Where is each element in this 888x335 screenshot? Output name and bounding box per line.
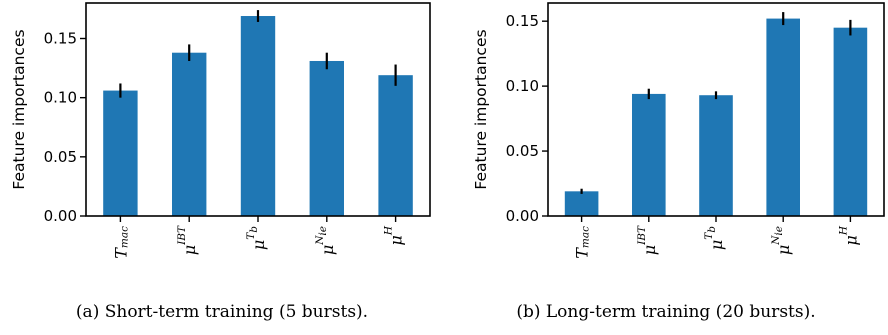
x-tick-label-1: μIBT [176, 225, 199, 255]
y-axis-label: Feature importances [472, 29, 490, 189]
svg-text:μH: μH [837, 225, 860, 245]
y-tick-label-0: 0.00 [506, 207, 539, 225]
bar-0 [564, 191, 599, 216]
x-tick-label-0: Tmac [111, 226, 130, 259]
svg-text:Tmac: Tmac [111, 226, 130, 259]
bar-4 [833, 27, 868, 216]
y-axis-label: Feature importances [10, 29, 28, 189]
chart-panel-b: 0.00 0.05 0.10 0.15 Tmac μIBT μTb μNie μH Feature… [444, 0, 888, 335]
y-tick-label-0: 0.00 [44, 207, 77, 225]
x-tick-label-0: Tmac [572, 226, 592, 259]
bar-1 [632, 93, 666, 216]
plot-frame [547, 2, 885, 217]
bar-3 [309, 60, 344, 216]
bar-0 [103, 90, 138, 216]
x-tick-label-1: μIBT [636, 225, 659, 255]
svg-text:μTb: μTb [703, 226, 726, 250]
caption-a: (a) Short-term training (5 bursts). [75, 302, 369, 322]
x-tick-label-2: μTb [703, 226, 726, 250]
x-tick-label-4: μH [837, 225, 860, 245]
x-tick-label-2: μTb [245, 226, 268, 250]
x-tick-label-3: μNie [314, 226, 337, 255]
y-tick-label-3: 0.15 [506, 12, 539, 30]
svg-text:μIBT: μIBT [176, 225, 199, 255]
svg-text:μNie: μNie [770, 226, 793, 255]
plot-frame [85, 2, 431, 217]
x-tick-label-4: μH [383, 225, 406, 245]
chart-panel-a: 0.00 0.05 0.10 0.15 Tmac μIBT μTb μNie μH Feature… [10, 2, 431, 322]
bar-chart-b: 0.00 0.05 0.10 0.15 Tmac μIBT μTb μNie μH Feature… [472, 2, 885, 259]
bar-1 [172, 52, 207, 217]
x-tick-label-3: μNie [770, 226, 793, 255]
bar-2 [240, 16, 276, 217]
svg-text:μNie: μNie [314, 226, 337, 255]
y-tick-label-3: 0.15 [44, 30, 77, 48]
y-tick-label-2: 0.10 [506, 77, 539, 95]
bar-3 [766, 18, 800, 217]
caption-b: (b) Long-term training (20 bursts). [516, 302, 816, 322]
y-tick-label-1: 0.05 [506, 142, 539, 160]
bar-4 [378, 75, 413, 216]
y-tick-label-1: 0.05 [44, 148, 77, 166]
bar-2 [699, 95, 733, 216]
y-tick-label-2: 0.10 [44, 89, 77, 107]
svg-text:μH: μH [383, 225, 406, 245]
svg-text:μTb: μTb [245, 226, 268, 250]
svg-text:μIBT: μIBT [636, 225, 659, 255]
bar-chart-a: 0.00 0.05 0.10 0.15 Tmac μIBT μTb μNie μH Feature… [10, 2, 431, 259]
svg-text:Tmac: Tmac [572, 226, 592, 259]
